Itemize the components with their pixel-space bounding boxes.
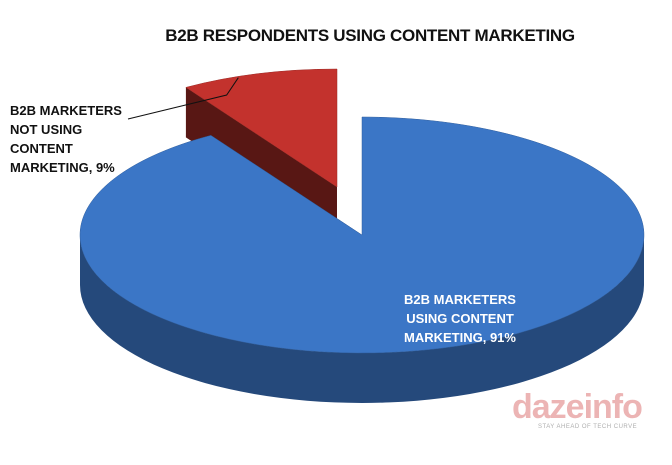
slice-label: B2B MARKETERS NOT USING CONTENT MARKETIN…: [10, 103, 122, 175]
watermark: dazeinfo: [512, 388, 643, 426]
chart-title: B2B RESPONDENTS USING CONTENT MARKETING: [165, 26, 575, 45]
slice: [79, 116, 645, 354]
slice: [185, 68, 338, 188]
leader-line: [127, 77, 239, 120]
watermark-tagline: STAY AHEAD OF TECH CURVE: [538, 424, 638, 430]
slice-wall: [80, 235, 644, 403]
slice-label: B2B MARKETERS USING CONTENT MARKETING, 9…: [404, 292, 516, 345]
